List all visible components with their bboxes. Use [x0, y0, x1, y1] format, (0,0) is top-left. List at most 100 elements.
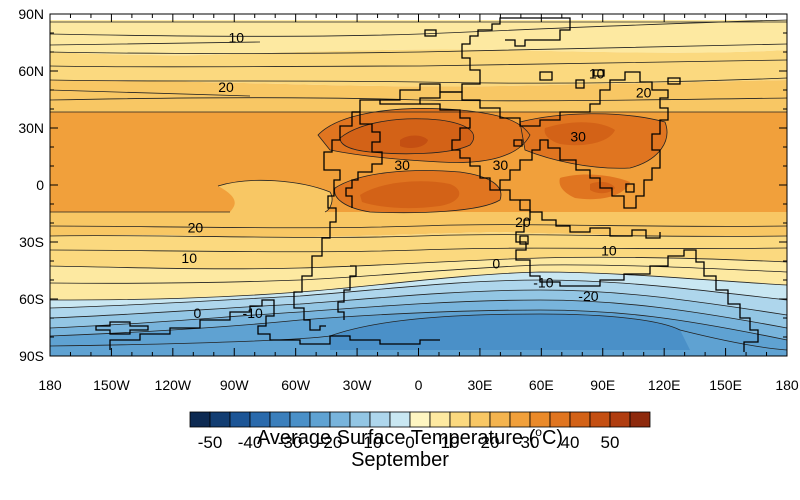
colorbar-swatch	[189, 411, 211, 428]
colorbar-swatch	[469, 411, 491, 428]
contour-value-label: 20	[636, 85, 652, 101]
contour-value-label: 20	[218, 79, 234, 95]
colorbar-tick-label: -30	[278, 433, 303, 452]
isotherm-line	[50, 89, 251, 97]
coastline-africa-europe	[380, 71, 669, 209]
hotspot-africa-center	[400, 135, 428, 148]
coastline-small-island	[625, 183, 635, 193]
colorbar-swatch	[509, 411, 531, 428]
temperature-bands	[50, 14, 787, 356]
isotherm-line	[50, 19, 787, 37]
y-axis-labels: 90N 60N 30N 0 30S 60S 90S	[18, 6, 44, 364]
colorbar-swatch	[289, 411, 311, 428]
coastline-ross-shelf	[95, 321, 149, 335]
band-south-cool	[50, 257, 787, 300]
contour-value-label: 10	[601, 242, 617, 258]
y-tick-label: 90N	[18, 6, 44, 22]
isotherm-line	[50, 289, 787, 319]
colorbar-swatch	[429, 411, 451, 428]
contour-value-label: 20	[515, 214, 531, 230]
y-tick-label: 30N	[18, 120, 44, 136]
colorbar-swatch	[249, 411, 271, 428]
colorbar-swatch	[269, 411, 291, 428]
contour-value-label: 0	[194, 305, 202, 321]
band-north-warm	[50, 80, 787, 112]
x-tick-label: 30E	[467, 377, 492, 393]
band-north-cool	[50, 20, 787, 56]
hotspot-asia-core	[544, 122, 615, 146]
colorbar-tick-label: -10	[358, 433, 383, 452]
x-tick-label: 150W	[93, 377, 130, 393]
isotherm-line	[50, 299, 787, 329]
contour-value-label: 30	[493, 157, 509, 173]
colorbar-swatch	[409, 411, 431, 428]
colorbar-swatch	[369, 411, 391, 428]
isotherm-line	[317, 108, 531, 163]
isotherm-line	[519, 113, 668, 169]
coastline-small-island	[519, 235, 529, 245]
colorbar-tick-label: 40	[561, 433, 580, 452]
contour-value-label: -10	[243, 305, 263, 321]
isotherm-line	[50, 224, 787, 229]
colorbar-tick-label: -20	[318, 433, 343, 452]
contour-labels: 10 20 30 30 30 10 20 20 10 20 10 0 -10 -20 0 -10	[181, 30, 651, 322]
coastline-small-island	[513, 139, 523, 147]
isotherm-line	[50, 271, 787, 301]
x-axis-labels: 180 150W 120W 90W 60W 30W 0 30E 60E 90E 120E 150E 18…	[38, 377, 799, 393]
map-plot-area: 10 20 30 30 30 10 20 20 10 20 10 0 -10 -20 0 -10	[50, 14, 787, 356]
contour-value-label: 10	[589, 66, 605, 82]
coastline-antarctic	[109, 299, 440, 350]
y-tick-label: 60N	[18, 63, 44, 79]
coastline-west-coast	[345, 111, 383, 208]
isotherm-line	[50, 279, 787, 309]
y-tick-label: 90S	[19, 348, 44, 364]
isotherm-line	[50, 41, 261, 46]
isotherm-line	[679, 329, 787, 351]
contour-value-label: 30	[394, 157, 410, 173]
isotherm-line	[50, 335, 331, 347]
x-tick-label: 30W	[343, 377, 373, 393]
coastline-southern-africa	[500, 189, 759, 352]
colorbar-tick-label: 30	[521, 433, 540, 452]
hotspot-africa-core	[340, 118, 474, 154]
band-south-warm	[50, 212, 787, 238]
colorbar-swatch	[609, 411, 631, 428]
isotherm-lines	[50, 19, 787, 351]
band-tropics-cool-tongue	[218, 180, 333, 212]
colorbar-swatch	[449, 411, 471, 428]
y-tick-label: 30S	[19, 234, 44, 250]
x-tick-label: 60W	[281, 377, 311, 393]
colorbar-tick-labels: -50 -40 -30 -20 -10 0 10 20 30 40 50	[198, 433, 620, 452]
x-tick-label: 180	[38, 377, 62, 393]
coastline-north-island	[539, 71, 553, 81]
colorbar-tick-label: 0	[405, 433, 414, 452]
colorbar-swatch	[309, 411, 331, 428]
colorbar-swatch	[569, 411, 591, 428]
x-tick-label: 90W	[220, 377, 250, 393]
isotherm-line	[50, 59, 787, 68]
colorbar-tick-label: 50	[601, 433, 620, 452]
isotherm-line	[50, 309, 787, 341]
colorbar	[189, 411, 651, 428]
coastline-north-island	[667, 77, 681, 85]
colorbar-swatch	[349, 411, 371, 428]
y-tick-label: 0	[36, 177, 44, 193]
colorbar-swatch	[629, 411, 651, 428]
colorbar-tick-label: 10	[441, 433, 460, 452]
coastline-island-chain	[520, 199, 661, 239]
colorbar-swatch	[489, 411, 511, 428]
isotherm-line	[50, 234, 787, 238]
map-subtitle: September	[351, 449, 449, 471]
colorbar-tick-label: -50	[198, 433, 223, 452]
axis-ticks	[49, 13, 788, 357]
contour-value-label: -20	[578, 288, 598, 304]
colorbar-title: Average Surface Temperature (oC)	[257, 425, 563, 449]
colorbar-tick-label: -40	[238, 433, 263, 452]
isotherm-line	[339, 118, 475, 155]
colorbar-swatch	[329, 411, 351, 428]
x-tick-label: 90E	[590, 377, 615, 393]
coastline-north-island	[575, 79, 585, 89]
x-tick-label: 120W	[155, 377, 192, 393]
contour-value-label: 20	[188, 220, 204, 236]
